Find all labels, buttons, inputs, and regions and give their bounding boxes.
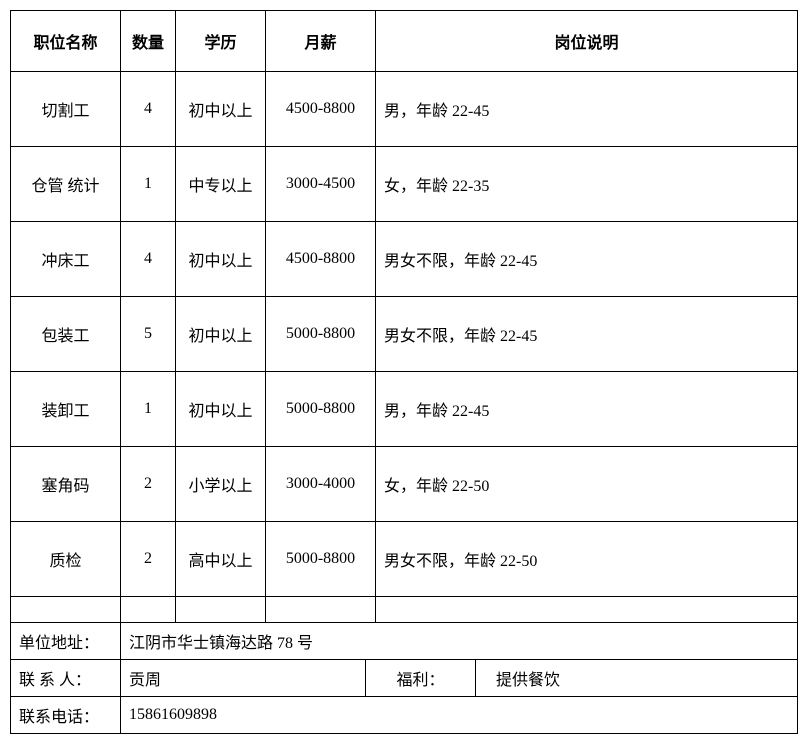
cell-salary: 5000-8800 xyxy=(266,372,376,447)
cell-description: 女，年龄 22-50 xyxy=(376,447,798,522)
cell-quantity: 4 xyxy=(121,222,176,297)
spacer-cell xyxy=(376,597,798,623)
table-row: 包装工 5 初中以上 5000-8800 男女不限，年龄 22-45 xyxy=(11,297,798,372)
cell-description: 男，年龄 22-45 xyxy=(376,72,798,147)
header-quantity: 数量 xyxy=(121,11,176,72)
cell-education: 中专以上 xyxy=(176,147,266,222)
cell-education: 初中以上 xyxy=(176,72,266,147)
header-education: 学历 xyxy=(176,11,266,72)
cell-quantity: 4 xyxy=(121,72,176,147)
address-label: 单位地址： xyxy=(11,623,121,660)
cell-position: 质检 xyxy=(11,522,121,597)
cell-quantity: 2 xyxy=(121,447,176,522)
table-row: 切割工 4 初中以上 4500-8800 男，年龄 22-45 xyxy=(11,72,798,147)
header-position: 职位名称 xyxy=(11,11,121,72)
cell-position: 冲床工 xyxy=(11,222,121,297)
phone-value: 15861609898 xyxy=(121,697,798,734)
cell-salary: 3000-4000 xyxy=(266,447,376,522)
cell-salary: 4500-8800 xyxy=(266,222,376,297)
contact-label: 联 系 人： xyxy=(11,660,121,697)
spacer-cell xyxy=(11,597,121,623)
cell-description: 女，年龄 22-35 xyxy=(376,147,798,222)
table-row: 仓管 统计 1 中专以上 3000-4500 女，年龄 22-35 xyxy=(11,147,798,222)
cell-education: 初中以上 xyxy=(176,222,266,297)
address-value: 江阴市华士镇海达路 78 号 xyxy=(121,623,798,660)
contact-row: 联 系 人： 贡周 福利： 提供餐饮 xyxy=(11,660,798,697)
cell-description: 男女不限，年龄 22-50 xyxy=(376,522,798,597)
spacer-row xyxy=(11,597,798,623)
cell-education: 小学以上 xyxy=(176,447,266,522)
benefit-value: 提供餐饮 xyxy=(476,660,798,697)
spacer-cell xyxy=(121,597,176,623)
cell-description: 男女不限，年龄 22-45 xyxy=(376,222,798,297)
spacer-cell xyxy=(266,597,376,623)
address-row: 单位地址： 江阴市华士镇海达路 78 号 xyxy=(11,623,798,660)
cell-position: 装卸工 xyxy=(11,372,121,447)
cell-salary: 4500-8800 xyxy=(266,72,376,147)
phone-label: 联系电话： xyxy=(11,697,121,734)
table-row: 装卸工 1 初中以上 5000-8800 男，年龄 22-45 xyxy=(11,372,798,447)
table-row: 冲床工 4 初中以上 4500-8800 男女不限，年龄 22-45 xyxy=(11,222,798,297)
header-description: 岗位说明 xyxy=(376,11,798,72)
phone-row: 联系电话： 15861609898 xyxy=(11,697,798,734)
cell-education: 高中以上 xyxy=(176,522,266,597)
cell-description: 男，年龄 22-45 xyxy=(376,372,798,447)
cell-education: 初中以上 xyxy=(176,372,266,447)
header-salary: 月薪 xyxy=(266,11,376,72)
cell-position: 仓管 统计 xyxy=(11,147,121,222)
spacer-cell xyxy=(176,597,266,623)
footer-table: 单位地址： 江阴市华士镇海达路 78 号 联 系 人： 贡周 福利： 提供餐饮 … xyxy=(10,623,798,734)
cell-position: 包装工 xyxy=(11,297,121,372)
cell-quantity: 1 xyxy=(121,372,176,447)
cell-salary: 3000-4500 xyxy=(266,147,376,222)
cell-description: 男女不限，年龄 22-45 xyxy=(376,297,798,372)
cell-position: 塞角码 xyxy=(11,447,121,522)
cell-salary: 5000-8800 xyxy=(266,297,376,372)
table-row: 塞角码 2 小学以上 3000-4000 女，年龄 22-50 xyxy=(11,447,798,522)
job-table: 职位名称 数量 学历 月薪 岗位说明 切割工 4 初中以上 4500-8800 … xyxy=(10,10,798,623)
table-header-row: 职位名称 数量 学历 月薪 岗位说明 xyxy=(11,11,798,72)
contact-value: 贡周 xyxy=(121,660,366,697)
cell-quantity: 2 xyxy=(121,522,176,597)
cell-position: 切割工 xyxy=(11,72,121,147)
cell-education: 初中以上 xyxy=(176,297,266,372)
cell-salary: 5000-8800 xyxy=(266,522,376,597)
table-row: 质检 2 高中以上 5000-8800 男女不限，年龄 22-50 xyxy=(11,522,798,597)
cell-quantity: 1 xyxy=(121,147,176,222)
benefit-label: 福利： xyxy=(366,660,476,697)
cell-quantity: 5 xyxy=(121,297,176,372)
